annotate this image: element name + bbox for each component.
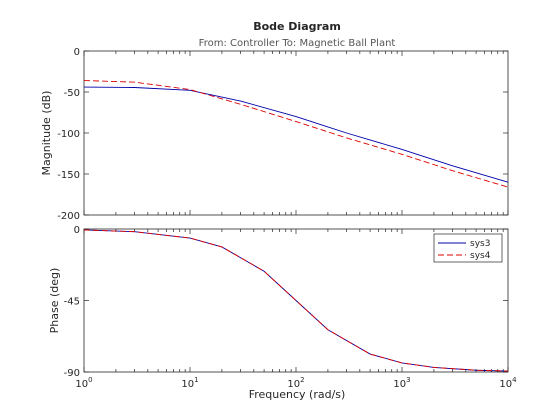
- phase-y-axis-label: Phase (deg): [48, 268, 61, 334]
- x-tick-label: 100: [75, 376, 92, 390]
- chart-subtitle: From: Controller To: Magnetic Ball Plant: [199, 38, 396, 49]
- x-tick-label: 104: [499, 376, 517, 390]
- x-tick-label: 103: [393, 376, 410, 390]
- series-line-sys4: [83, 80, 509, 188]
- chart-title: Bode Diagram: [253, 20, 341, 33]
- y-tick-label: 0: [74, 47, 80, 58]
- x-tick-label: 101: [181, 376, 198, 390]
- x-axis-label: Frequency (rad/s): [249, 388, 346, 401]
- y-tick-label: -100: [57, 129, 80, 140]
- axes-box: [83, 50, 509, 216]
- y-tick-label: 0: [74, 225, 80, 236]
- legend: sys3 sys4: [433, 233, 503, 263]
- y-tick-label: -200: [57, 211, 80, 222]
- y-tick-label: -90: [64, 368, 80, 379]
- magnitude-panel: 0 -50 -100 -150 -200: [57, 47, 509, 222]
- y-tick-label: -50: [64, 88, 80, 99]
- legend-label-sys3: sys3: [470, 239, 490, 249]
- legend-box: [433, 233, 503, 263]
- y-tick-label: -45: [64, 297, 80, 308]
- series-line-sys4: [83, 229, 509, 372]
- magnitude-y-axis-label: Magnitude (dB): [40, 91, 53, 176]
- legend-label-sys4: sys4: [470, 251, 491, 261]
- series-line-sys3: [83, 86, 509, 183]
- y-tick-label: -150: [57, 170, 80, 181]
